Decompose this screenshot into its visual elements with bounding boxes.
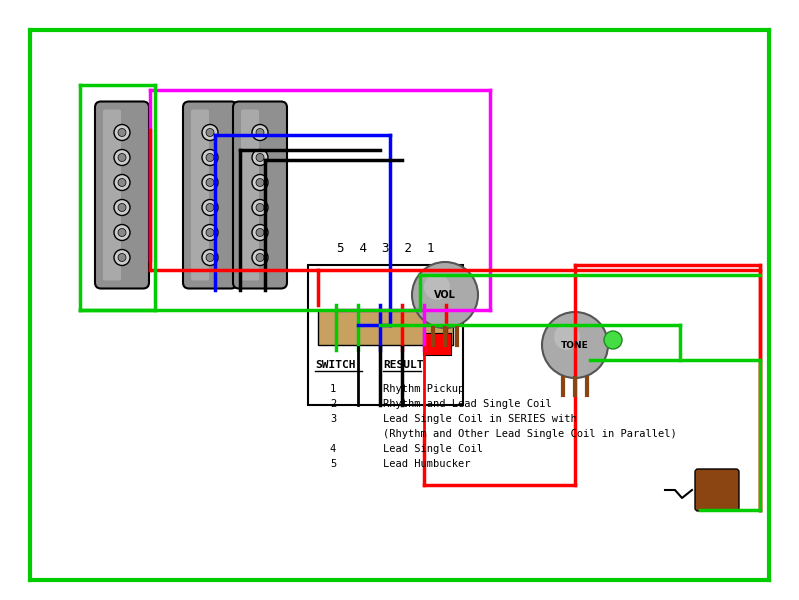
Circle shape — [114, 224, 130, 241]
Circle shape — [114, 199, 130, 215]
Circle shape — [252, 199, 268, 215]
Text: 5: 5 — [330, 459, 336, 469]
Circle shape — [604, 331, 622, 349]
Circle shape — [118, 128, 126, 136]
Circle shape — [206, 128, 214, 136]
Circle shape — [252, 149, 268, 166]
Circle shape — [202, 250, 218, 265]
Text: SWITCH: SWITCH — [315, 360, 356, 370]
Circle shape — [202, 224, 218, 241]
Circle shape — [202, 124, 218, 140]
Text: Lead Single Coil in SERIES with: Lead Single Coil in SERIES with — [383, 414, 577, 424]
Text: 2: 2 — [330, 399, 336, 409]
Text: TONE: TONE — [561, 340, 589, 349]
Text: 1: 1 — [330, 384, 336, 394]
Circle shape — [256, 229, 264, 236]
Circle shape — [256, 154, 264, 161]
Circle shape — [256, 179, 264, 187]
FancyBboxPatch shape — [233, 101, 287, 289]
Text: Rhythm and Lead Single Coil: Rhythm and Lead Single Coil — [383, 399, 552, 409]
FancyBboxPatch shape — [191, 109, 209, 280]
Circle shape — [206, 179, 214, 187]
Text: Lead Humbucker: Lead Humbucker — [383, 459, 471, 469]
Circle shape — [114, 175, 130, 191]
Bar — [308, 265, 463, 405]
Circle shape — [206, 229, 214, 236]
Circle shape — [252, 124, 268, 140]
Circle shape — [542, 312, 608, 378]
Circle shape — [114, 149, 130, 166]
Circle shape — [118, 203, 126, 211]
Text: (Rhythm and Other Lead Single Coil in Parallel): (Rhythm and Other Lead Single Coil in Pa… — [383, 429, 677, 439]
Circle shape — [118, 154, 126, 161]
Circle shape — [118, 179, 126, 187]
Text: 4: 4 — [330, 444, 336, 454]
Circle shape — [252, 224, 268, 241]
Text: VOL: VOL — [434, 290, 456, 300]
Circle shape — [256, 253, 264, 262]
Text: Rhythm Pickup: Rhythm Pickup — [383, 384, 464, 394]
Circle shape — [118, 229, 126, 236]
Circle shape — [202, 199, 218, 215]
Circle shape — [252, 250, 268, 265]
Circle shape — [202, 149, 218, 166]
Circle shape — [554, 324, 580, 350]
Circle shape — [252, 175, 268, 191]
Circle shape — [206, 203, 214, 211]
Circle shape — [114, 124, 130, 140]
Circle shape — [424, 274, 450, 300]
FancyBboxPatch shape — [183, 101, 237, 289]
Text: Lead Single Coil: Lead Single Coil — [383, 444, 483, 454]
Circle shape — [206, 253, 214, 262]
FancyBboxPatch shape — [103, 109, 121, 280]
Circle shape — [412, 262, 478, 328]
FancyBboxPatch shape — [241, 109, 259, 280]
Bar — [318, 310, 453, 345]
Circle shape — [202, 175, 218, 191]
Circle shape — [256, 203, 264, 211]
Circle shape — [256, 128, 264, 136]
Text: 3: 3 — [330, 414, 336, 424]
FancyBboxPatch shape — [95, 101, 149, 289]
Text: RESULT: RESULT — [383, 360, 423, 370]
Bar — [423, 333, 451, 355]
FancyBboxPatch shape — [695, 469, 739, 511]
Circle shape — [114, 250, 130, 265]
Text: 5  4  3  2  1: 5 4 3 2 1 — [336, 242, 434, 255]
Circle shape — [118, 253, 126, 262]
Circle shape — [206, 154, 214, 161]
